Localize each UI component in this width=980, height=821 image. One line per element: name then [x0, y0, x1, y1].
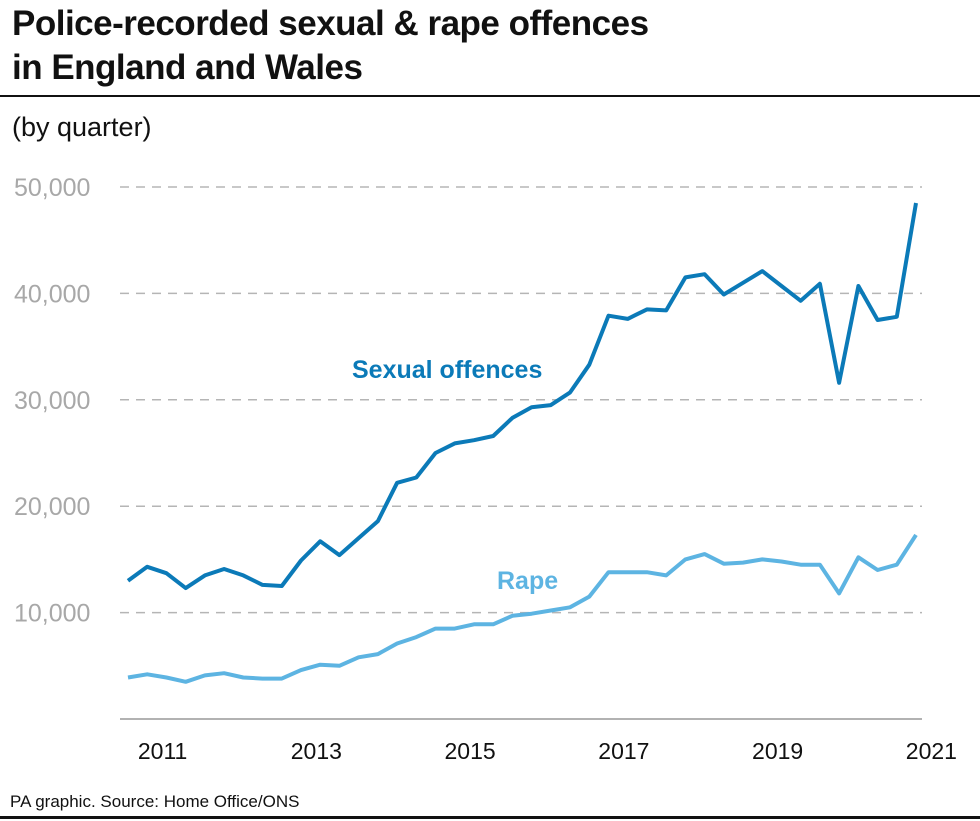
y-tick-label: 10,000 — [14, 600, 90, 628]
y-tick-label: 20,000 — [14, 493, 90, 521]
title-line-2: in England and Wales — [12, 48, 363, 87]
series-line-sexual-offences — [126, 202, 918, 591]
series-line-rape — [127, 533, 918, 684]
chart-title: Police-recorded sexual & rape offences i… — [12, 2, 649, 90]
x-tick-label: 2019 — [752, 738, 803, 764]
x-tick-label: 2021 — [906, 738, 957, 764]
y-tick-label: 40,000 — [14, 280, 90, 308]
footer-divider — [0, 816, 980, 819]
title-divider — [0, 95, 980, 97]
x-tick-label: 2017 — [598, 738, 649, 764]
x-tick-label: 2011 — [138, 738, 187, 764]
x-tick-label: 2015 — [445, 738, 496, 764]
series-label-rape: Rape — [497, 567, 558, 595]
source-note: PA graphic. Source: Home Office/ONS — [10, 792, 300, 811]
y-tick-label: 50,000 — [14, 174, 90, 202]
title-line-1: Police-recorded sexual & rape offences — [12, 4, 649, 43]
series-label-sexual-offences: Sexual offences — [352, 356, 542, 384]
y-tick-label: 30,000 — [14, 387, 90, 415]
x-tick-label: 2013 — [291, 738, 342, 764]
chart-subtitle: (by quarter) — [12, 112, 152, 142]
